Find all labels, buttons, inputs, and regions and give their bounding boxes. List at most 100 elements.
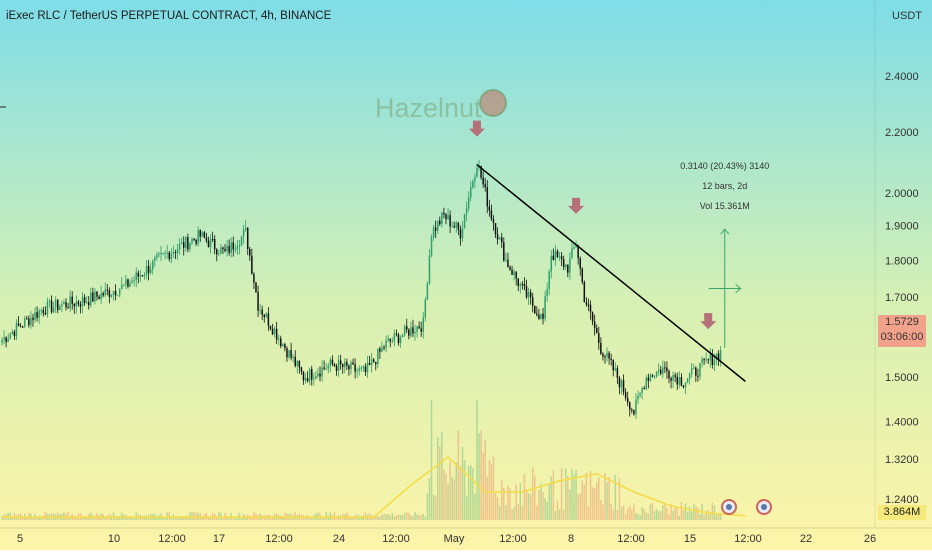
volume-bar [182, 516, 185, 520]
volume-bar [209, 516, 212, 520]
candle-body [222, 247, 224, 250]
volume-bar [251, 516, 253, 520]
time-tick-label: 10 [108, 533, 120, 545]
candle-body [430, 236, 433, 256]
volume-bar [156, 516, 158, 520]
volume-bar [591, 487, 594, 520]
volume-bar [600, 499, 602, 520]
volume-bar [550, 476, 553, 520]
last-price: 1.5729 [885, 316, 919, 328]
candle-body [573, 247, 575, 249]
volume-bar [453, 479, 455, 520]
candle-body [610, 358, 612, 361]
candle-body [350, 362, 352, 370]
volume-bar [511, 509, 513, 520]
volume-bar [523, 474, 526, 520]
candle-body [542, 313, 544, 319]
candle-body [197, 230, 199, 244]
candle-body [311, 369, 313, 380]
volume-bar [405, 512, 408, 520]
volume-bar [412, 516, 414, 520]
candle-body [131, 280, 133, 284]
candle-body [17, 323, 20, 326]
volume-bar [639, 515, 641, 520]
measure-tool[interactable]: 0.3140 (20.43%) 3140 12 bars, 2d Vol 15.36… [680, 161, 769, 348]
volume-bar [379, 516, 381, 520]
candle-body [170, 253, 173, 259]
candle-body [143, 274, 146, 276]
candle-body [391, 340, 394, 342]
volume-bar [40, 516, 42, 520]
candle-body [123, 284, 125, 286]
volume-bar [75, 516, 78, 520]
time-tick-label: 12:00 [499, 533, 527, 545]
candle-body [486, 187, 489, 207]
volume-bar [232, 516, 235, 520]
candle-body [156, 254, 158, 258]
volume-bar [385, 514, 387, 520]
candle-body [465, 208, 468, 215]
volume-bar [492, 456, 495, 520]
candle-body [327, 365, 330, 369]
candle-body [121, 284, 123, 290]
candle-body [569, 258, 571, 273]
volume-bar [699, 514, 701, 520]
candle-body [178, 244, 181, 250]
candle-body [472, 181, 474, 188]
candle-body [488, 206, 491, 211]
volume-bar [538, 489, 540, 520]
candle-body [164, 252, 166, 254]
volume-bar [424, 516, 427, 520]
volume-bar [238, 512, 241, 520]
candle-body [116, 295, 119, 297]
candle-body [579, 258, 581, 269]
volume-bar [662, 504, 664, 520]
candle-body [151, 260, 154, 270]
candle-body [451, 226, 453, 228]
candle-body [48, 300, 51, 302]
candle-body [562, 259, 565, 268]
candle-body [319, 373, 321, 377]
volume-bar [608, 477, 610, 520]
candle-body [240, 236, 243, 246]
candle-body [474, 176, 476, 182]
candle-body [631, 409, 633, 411]
candle-body [36, 312, 38, 318]
volume-bar [556, 500, 559, 520]
candle-body [680, 377, 683, 386]
volume-bar [616, 510, 619, 520]
candle-body [346, 361, 348, 366]
candle-body [496, 234, 499, 240]
volume-bar [323, 516, 325, 520]
candle-body [100, 293, 102, 300]
volume-bar [436, 436, 439, 520]
candle-body [598, 333, 600, 343]
price-tick-label: 1.8000 [885, 255, 919, 267]
descending-trendline[interactable] [476, 164, 746, 382]
measure-line2: 12 bars, 2d [702, 181, 747, 191]
candle-body [246, 227, 249, 249]
time-tick-label: 17 [213, 533, 225, 545]
measure-arrow-right-icon [735, 284, 742, 293]
candle-body [234, 249, 237, 251]
volume-bar [447, 484, 449, 520]
candle-body [286, 348, 288, 358]
candle-body [315, 376, 317, 379]
chart-title: iExec RLC / TetherUS PERPETUAL CONTRACT,… [6, 10, 332, 22]
volume-bar [552, 470, 555, 520]
volume-bar [585, 472, 588, 520]
volume-bar [525, 489, 528, 520]
candle-body [583, 282, 586, 303]
volume-bar [387, 513, 389, 520]
candle-body [701, 359, 703, 363]
candle-body [79, 304, 82, 307]
candle-body [463, 214, 466, 228]
candle-body [220, 247, 222, 254]
candle-body [531, 297, 534, 306]
candle-body [416, 326, 418, 333]
volume-bar [507, 485, 509, 520]
volume-bar [11, 516, 14, 520]
volume-bar [401, 515, 404, 520]
volume-bar [651, 503, 654, 520]
